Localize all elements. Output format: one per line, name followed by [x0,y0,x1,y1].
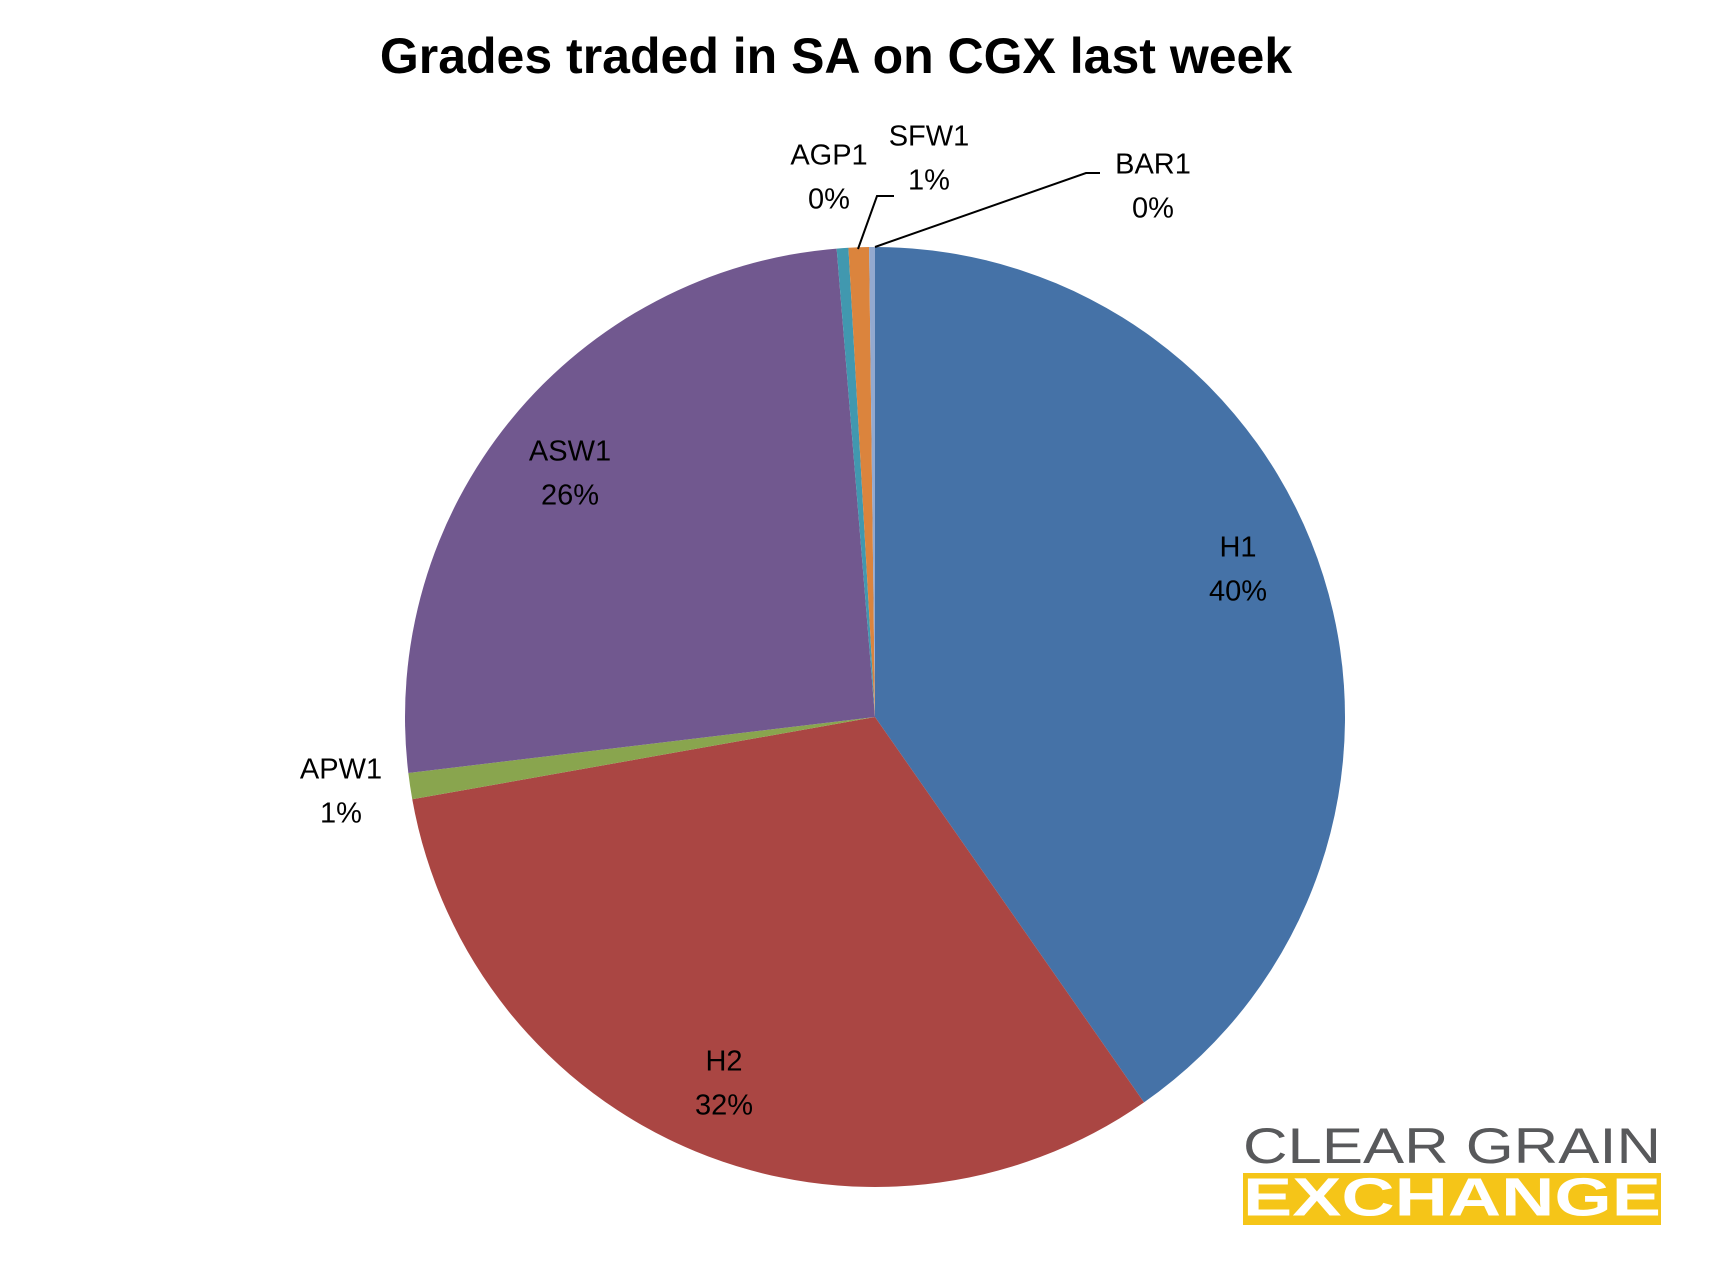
slice-label-name: APW1 [300,754,382,786]
pie-slice [405,248,875,773]
slice-label-name: AGP1 [790,140,867,172]
slice-label-name: ASW1 [529,436,611,468]
logo: CLEAR GRAIN EXCHANGE [1243,1118,1661,1227]
slice-label-name: SFW1 [889,121,970,153]
slice-label-value: 0% [808,184,850,216]
slice-label-value: 40% [1209,576,1267,608]
slice-label-value: 26% [541,480,599,512]
slice-label-name: H1 [1219,532,1256,564]
leader-line [857,195,894,250]
logo-line1: CLEAR GRAIN [1243,1118,1661,1174]
chart-title: Grades traded in SA on CGX last week [380,28,1292,84]
pie-slice [875,247,1345,1103]
slice-label-value: 1% [908,165,950,197]
logo-line2: EXCHANGE [1243,1167,1661,1227]
leader-line [874,172,1100,248]
logo-band [1243,1173,1661,1225]
slice-label-value: 0% [1132,193,1174,225]
pie-slice [869,247,875,717]
pie-slice [408,717,875,800]
pie-slice [848,247,875,717]
slice-label-value: 32% [695,1090,753,1122]
pie-slice [412,717,1145,1187]
slice-label-name: H2 [705,1046,742,1078]
slice-label-value: 1% [320,798,362,830]
pie-slice [836,247,875,717]
slice-label-name: BAR1 [1115,149,1191,181]
